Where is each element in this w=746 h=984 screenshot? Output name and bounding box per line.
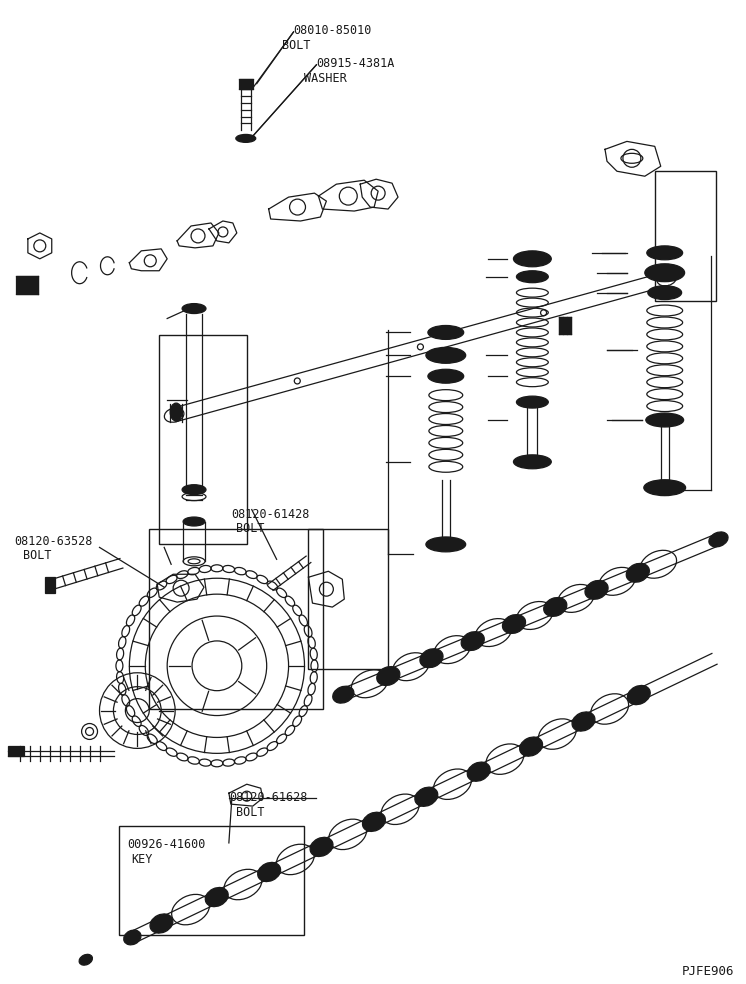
- Bar: [16, 276, 38, 293]
- Ellipse shape: [426, 537, 466, 552]
- Text: 08120-63528: 08120-63528: [14, 535, 93, 548]
- Ellipse shape: [415, 787, 438, 806]
- Text: 08120-61628: 08120-61628: [229, 791, 307, 804]
- Bar: [655, 171, 716, 300]
- Text: 08120-61428: 08120-61428: [231, 508, 310, 521]
- Ellipse shape: [428, 369, 464, 383]
- Ellipse shape: [170, 403, 182, 421]
- Text: BOLT: BOLT: [23, 549, 51, 563]
- Ellipse shape: [520, 737, 542, 756]
- Text: BOLT: BOLT: [281, 39, 310, 52]
- Text: 00926-41600: 00926-41600: [128, 838, 206, 851]
- Ellipse shape: [183, 517, 205, 526]
- Ellipse shape: [310, 837, 333, 856]
- Text: BOLT: BOLT: [236, 522, 264, 534]
- Ellipse shape: [182, 485, 206, 495]
- Ellipse shape: [257, 862, 280, 882]
- Bar: [149, 529, 324, 708]
- Bar: [560, 317, 571, 335]
- Text: 08010-85010: 08010-85010: [293, 24, 372, 37]
- Ellipse shape: [648, 285, 682, 299]
- Ellipse shape: [467, 762, 490, 781]
- Ellipse shape: [333, 686, 354, 704]
- Ellipse shape: [585, 581, 608, 599]
- Ellipse shape: [709, 532, 728, 547]
- Text: 08915-4381A: 08915-4381A: [316, 57, 395, 70]
- Ellipse shape: [377, 666, 400, 686]
- Ellipse shape: [182, 304, 206, 314]
- Ellipse shape: [150, 914, 173, 933]
- Text: PJFE906: PJFE906: [682, 965, 734, 978]
- Ellipse shape: [205, 888, 228, 906]
- Text: KEY: KEY: [131, 853, 153, 866]
- Ellipse shape: [513, 251, 551, 267]
- Bar: [20, 279, 34, 289]
- Ellipse shape: [420, 648, 443, 667]
- Ellipse shape: [516, 271, 548, 282]
- Bar: [239, 79, 253, 89]
- Bar: [119, 826, 304, 936]
- Bar: [8, 747, 24, 757]
- Ellipse shape: [627, 686, 651, 705]
- Ellipse shape: [513, 455, 551, 468]
- Text: BOLT: BOLT: [236, 806, 264, 819]
- Bar: [159, 336, 247, 544]
- Ellipse shape: [544, 597, 567, 616]
- Ellipse shape: [626, 564, 649, 583]
- Ellipse shape: [647, 246, 683, 260]
- Ellipse shape: [236, 135, 256, 143]
- Bar: [45, 578, 54, 593]
- Ellipse shape: [503, 615, 525, 634]
- Ellipse shape: [79, 954, 93, 965]
- Bar: [309, 529, 388, 669]
- Ellipse shape: [428, 326, 464, 339]
- Text: WASHER: WASHER: [304, 72, 347, 85]
- Ellipse shape: [124, 930, 141, 945]
- Ellipse shape: [461, 632, 484, 650]
- Ellipse shape: [363, 812, 386, 831]
- Ellipse shape: [572, 712, 595, 731]
- Ellipse shape: [644, 480, 686, 496]
- Ellipse shape: [646, 413, 683, 427]
- Ellipse shape: [645, 264, 685, 281]
- Ellipse shape: [426, 347, 466, 363]
- Ellipse shape: [516, 397, 548, 408]
